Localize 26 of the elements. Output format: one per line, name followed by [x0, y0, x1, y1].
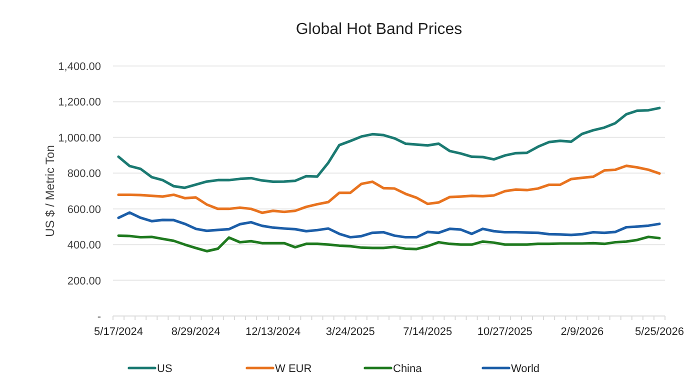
x-tick-label: 10/27/2025 — [477, 326, 532, 338]
chart-title: Global Hot Band Prices — [296, 21, 462, 38]
y-tick-label: 800.00 — [67, 168, 101, 180]
y-tick-label: 200.00 — [67, 275, 101, 288]
legend-label: China — [393, 363, 423, 375]
line-series — [117, 234, 661, 252]
y-tick-label: - — [97, 311, 102, 323]
y-axis-title: US $ / Metric Ton — [43, 145, 57, 237]
legend-label: US — [157, 363, 172, 375]
y-tick-label: 1,000.00 — [58, 132, 101, 144]
x-tick-label: 2/9/2026 — [560, 326, 604, 338]
line-series — [117, 106, 661, 190]
line-series — [117, 164, 661, 214]
x-tick-label: 8/29/2024 — [171, 326, 220, 338]
legend-label: World — [511, 363, 540, 375]
x-tick-label: 5/25/2026 — [635, 326, 684, 338]
y-tick-label: 1,400.00 — [58, 61, 101, 73]
x-tick-label: 5/17/2024 — [94, 326, 143, 338]
y-tick-label: 400.00 — [67, 240, 101, 252]
line-series — [117, 211, 661, 239]
x-tick-label: 12/13/2024 — [246, 326, 301, 338]
y-tick-label: 1,200.00 — [58, 96, 101, 109]
x-tick-label: 3/24/2025 — [326, 326, 375, 338]
x-tick-label: 7/14/2025 — [403, 326, 452, 338]
legend-label: W EUR — [275, 363, 312, 375]
y-tick-label: 600.00 — [67, 204, 101, 216]
